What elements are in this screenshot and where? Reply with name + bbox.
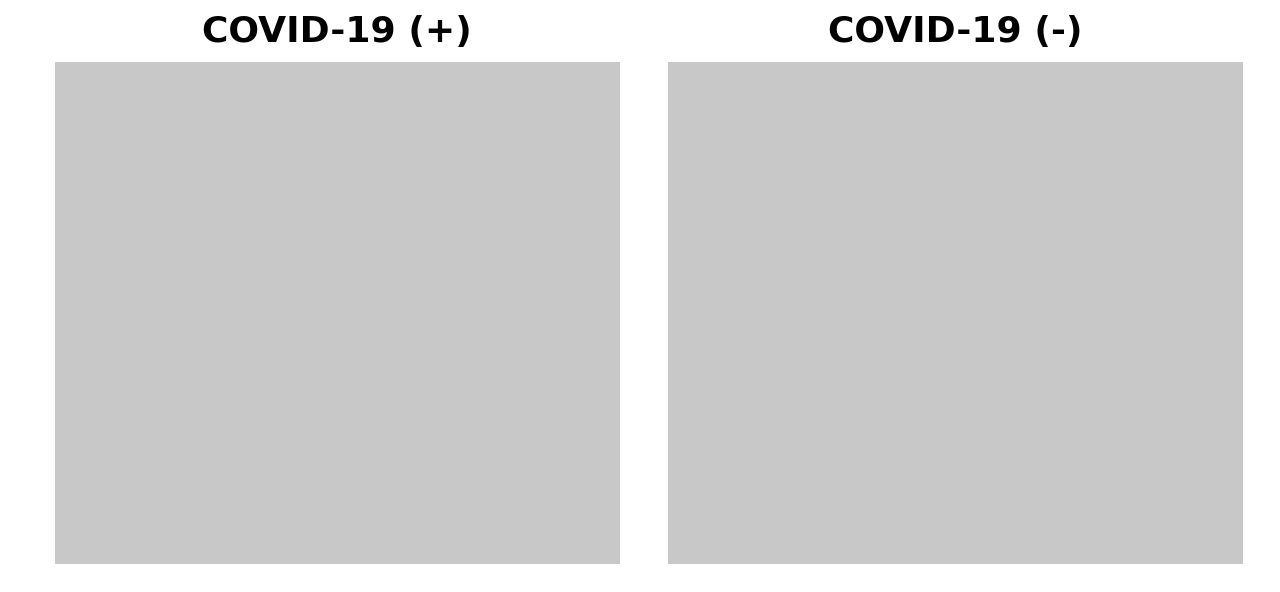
Text: COVID-19 (-): COVID-19 (-) <box>828 15 1083 49</box>
Text: COVID-19 (+): COVID-19 (+) <box>202 15 472 49</box>
